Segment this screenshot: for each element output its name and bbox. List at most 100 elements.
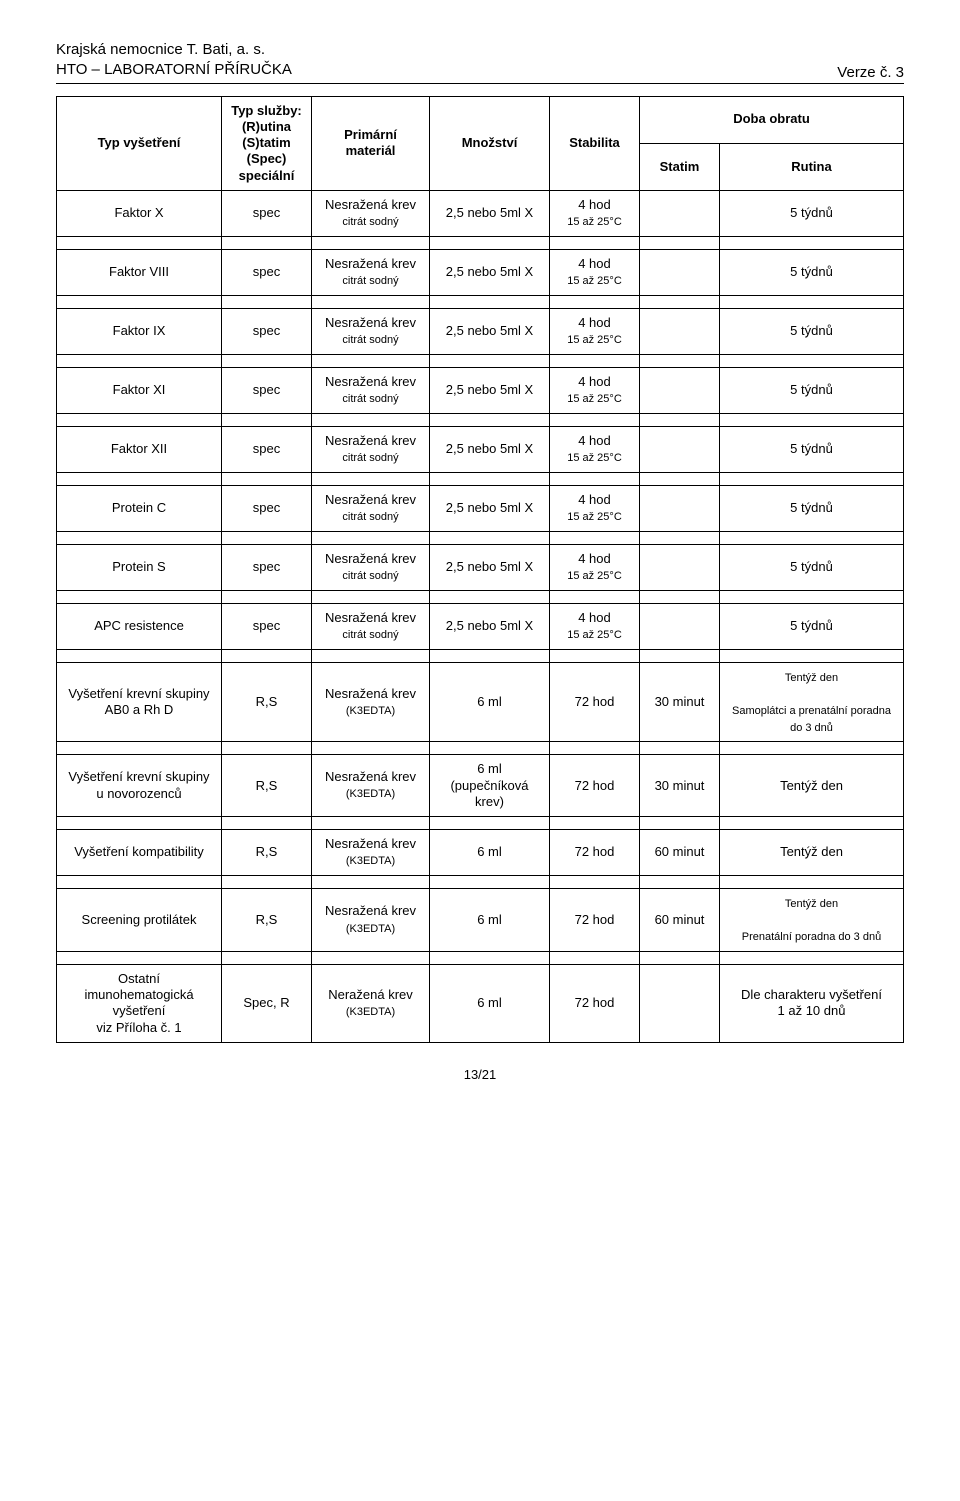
material-sub: (K3EDTA) xyxy=(346,923,395,935)
material-main: Nesražená krev xyxy=(325,769,416,784)
exam-name: Vyšetření kompatibility xyxy=(57,830,222,876)
header-version: Verze č. 3 xyxy=(837,64,904,81)
material-sub: citrát sodný xyxy=(342,393,398,405)
exam-name: Vyšetření krevní skupiny u novorozenců xyxy=(57,755,222,817)
material-sub: citrát sodný xyxy=(342,570,398,582)
table-row: Vyšetření krevní skupiny AB0 a Rh D R,S … xyxy=(57,662,904,742)
service-type: spec xyxy=(222,249,312,295)
stability-sub: 15 až 25°C xyxy=(567,275,622,287)
stability: 72 hod xyxy=(550,662,640,742)
exam-name: Ostatní imunohematogická vyšetření viz P… xyxy=(57,964,222,1042)
col-typ-sluzby: Typ služby: (R)utina (S)tatim (Spec) spe… xyxy=(222,96,312,190)
material: Nesražená krev (K3EDTA) xyxy=(312,830,430,876)
exam-name: Faktor VIII xyxy=(57,249,222,295)
rutina-line1: Tentýž den xyxy=(785,898,838,910)
material-sub: (K3EDTA) xyxy=(346,788,395,800)
material-sub: citrát sodný xyxy=(342,452,398,464)
table-row: Faktor XIspecNesražená krevcitrát sodný2… xyxy=(57,367,904,413)
amount: 2,5 nebo 5ml X xyxy=(430,544,550,590)
col-typ-vysetreni: Typ vyšetření xyxy=(57,96,222,190)
statim xyxy=(640,603,720,649)
rutina: 5 týdnů xyxy=(720,367,904,413)
exam-name: Faktor IX xyxy=(57,308,222,354)
stability-sub: 15 až 25°C xyxy=(567,452,622,464)
header-line1: Krajská nemocnice T. Bati, a. s. xyxy=(56,40,292,60)
stability: 4 hod15 až 25°C xyxy=(550,190,640,236)
material: Nesražená krevcitrát sodný xyxy=(312,426,430,472)
exam-name: Screening protilátek xyxy=(57,889,222,952)
exam-name: Faktor X xyxy=(57,190,222,236)
statim xyxy=(640,308,720,354)
service-type: R,S xyxy=(222,755,312,817)
material-sub: citrát sodný xyxy=(342,216,398,228)
table-row: Faktor XspecNesražená krevcitrát sodný2,… xyxy=(57,190,904,236)
service-type: R,S xyxy=(222,889,312,952)
stability-sub: 15 až 25°C xyxy=(567,334,622,346)
statim: 60 minut xyxy=(640,889,720,952)
rutina-line1: Tentýž den xyxy=(785,672,838,684)
service-type: spec xyxy=(222,190,312,236)
material-sub: citrát sodný xyxy=(342,511,398,523)
rutina: 5 týdnů xyxy=(720,190,904,236)
table-row: Faktor XIIspecNesražená krevcitrát sodný… xyxy=(57,426,904,472)
rutina-line2: Samoplátci a prenatální poradna do 3 dnů xyxy=(732,705,891,734)
statim: 30 minut xyxy=(640,662,720,742)
stability: 4 hod15 až 25°C xyxy=(550,485,640,531)
stability-sub: 15 až 25°C xyxy=(567,216,622,228)
service-type: spec xyxy=(222,426,312,472)
statim xyxy=(640,485,720,531)
material: Nesražená krevcitrát sodný xyxy=(312,367,430,413)
examinations-table: Typ vyšetření Typ služby: (R)utina (S)ta… xyxy=(56,96,904,1043)
stability: 4 hod15 až 25°C xyxy=(550,426,640,472)
material-sub: (K3EDTA) xyxy=(346,855,395,867)
table-row: Screening protilátek R,S Nesražená krev … xyxy=(57,889,904,952)
amount: 6 ml xyxy=(430,889,550,952)
rutina-line2: Prenatální poradna do 3 dnů xyxy=(742,931,881,943)
col-mnozstvi: Množství xyxy=(430,96,550,190)
rutina: 5 týdnů xyxy=(720,603,904,649)
service-type: spec xyxy=(222,367,312,413)
material: Nesražená krevcitrát sodný xyxy=(312,485,430,531)
rutina: Tentýž den Samoplátci a prenatální porad… xyxy=(720,662,904,742)
material-main: Nesražená krev xyxy=(325,686,416,701)
material: Nesražená krevcitrát sodný xyxy=(312,603,430,649)
statim xyxy=(640,190,720,236)
page-number: 13/21 xyxy=(56,1067,904,1082)
amount: 2,5 nebo 5ml X xyxy=(430,603,550,649)
table-row: APC resistencespecNesražená krevcitrát s… xyxy=(57,603,904,649)
amount: 6 ml xyxy=(430,964,550,1042)
service-type: spec xyxy=(222,308,312,354)
amount: 2,5 nebo 5ml X xyxy=(430,308,550,354)
stability: 72 hod xyxy=(550,830,640,876)
amount: 6 ml (pupečníková krev) xyxy=(430,755,550,817)
table-row: Faktor VIIIspecNesražená krevcitrát sodn… xyxy=(57,249,904,295)
stability: 4 hod15 až 25°C xyxy=(550,603,640,649)
stability: 72 hod xyxy=(550,755,640,817)
amount: 2,5 nebo 5ml X xyxy=(430,485,550,531)
amount: 2,5 nebo 5ml X xyxy=(430,426,550,472)
table-row: Vyšetření krevní skupiny u novorozenců R… xyxy=(57,755,904,817)
material-main: Nesražená krev xyxy=(325,836,416,851)
service-type: spec xyxy=(222,603,312,649)
stability: 72 hod xyxy=(550,964,640,1042)
amount: 2,5 nebo 5ml X xyxy=(430,190,550,236)
rutina: 5 týdnů xyxy=(720,308,904,354)
col-rutina: Rutina xyxy=(720,143,904,190)
table-row: Protein SspecNesražená krevcitrát sodný2… xyxy=(57,544,904,590)
material: Neražená krev (K3EDTA) xyxy=(312,964,430,1042)
col-primarni-material: Primární materiál xyxy=(312,96,430,190)
stability: 4 hod15 až 25°C xyxy=(550,367,640,413)
rutina: Tentýž den xyxy=(720,755,904,817)
material-sub: citrát sodný xyxy=(342,275,398,287)
statim xyxy=(640,544,720,590)
statim: 60 minut xyxy=(640,830,720,876)
header-left: Krajská nemocnice T. Bati, a. s. HTO – L… xyxy=(56,40,292,81)
header-line2: HTO – LABORATORNÍ PŘÍRUČKA xyxy=(56,60,292,80)
rutina: Tentýž den Prenatální poradna do 3 dnů xyxy=(720,889,904,952)
document-header: Krajská nemocnice T. Bati, a. s. HTO – L… xyxy=(56,40,904,84)
statim xyxy=(640,249,720,295)
material-sub: (K3EDTA) xyxy=(346,1006,395,1018)
exam-name: APC resistence xyxy=(57,603,222,649)
material: Nesražená krevcitrát sodný xyxy=(312,544,430,590)
service-type: R,S xyxy=(222,662,312,742)
